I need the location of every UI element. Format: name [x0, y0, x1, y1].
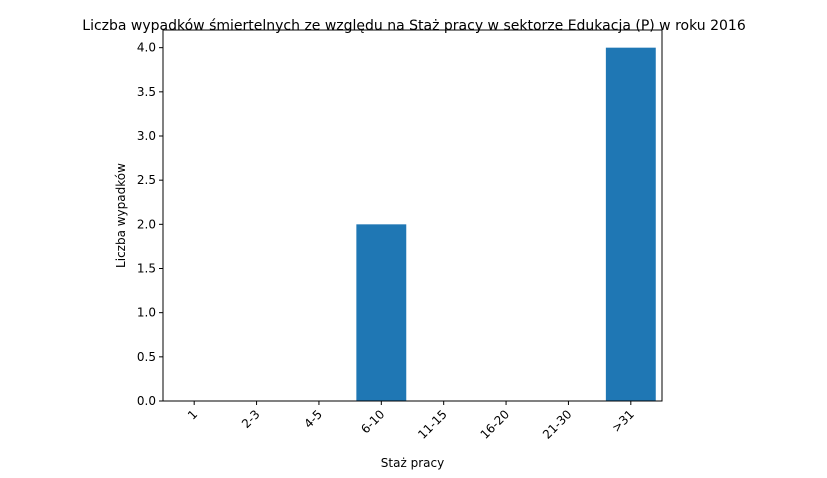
- y-tick-label: 2.5: [137, 173, 156, 187]
- x-tick-label: 21-30: [540, 407, 575, 442]
- y-tick-label: 1.0: [137, 306, 156, 320]
- y-tick-label: 3.5: [137, 85, 156, 99]
- bars-group: [356, 47, 656, 402]
- x-tick-label: 11-15: [415, 407, 450, 442]
- x-axis-ticks: 1 2-3 4-5 6-10 11-15 16-20 21-30 >31: [185, 401, 637, 442]
- x-tick-label: >31: [609, 407, 637, 435]
- x-tick-label: 2-3: [239, 407, 263, 431]
- y-axis-ticks: 0.0 0.5 1.0 1.5 2.0 2.5 3.0 3.5 4.0: [137, 41, 163, 408]
- chart-title: Liczba wypadków śmiertelnych ze względu …: [82, 18, 746, 34]
- bar-6-10: [356, 224, 407, 401]
- y-axis-label: Liczba wypadków: [114, 163, 128, 268]
- y-tick-label: 0.0: [137, 394, 156, 408]
- x-tick-label: 1: [185, 407, 200, 422]
- y-tick-label: 1.5: [137, 262, 156, 276]
- y-tick-label: 4.0: [137, 41, 156, 55]
- x-tick-label: 6-10: [358, 407, 387, 436]
- x-tick-label: 4-5: [301, 407, 325, 431]
- x-tick-label: 16-20: [478, 407, 513, 442]
- y-tick-label: 3.0: [137, 129, 156, 143]
- y-tick-label: 0.5: [137, 350, 156, 364]
- x-axis-label: Staż pracy: [381, 456, 444, 470]
- y-tick-label: 2.0: [137, 217, 156, 231]
- plot-area-frame: [162, 29, 663, 402]
- bar->31: [605, 47, 656, 402]
